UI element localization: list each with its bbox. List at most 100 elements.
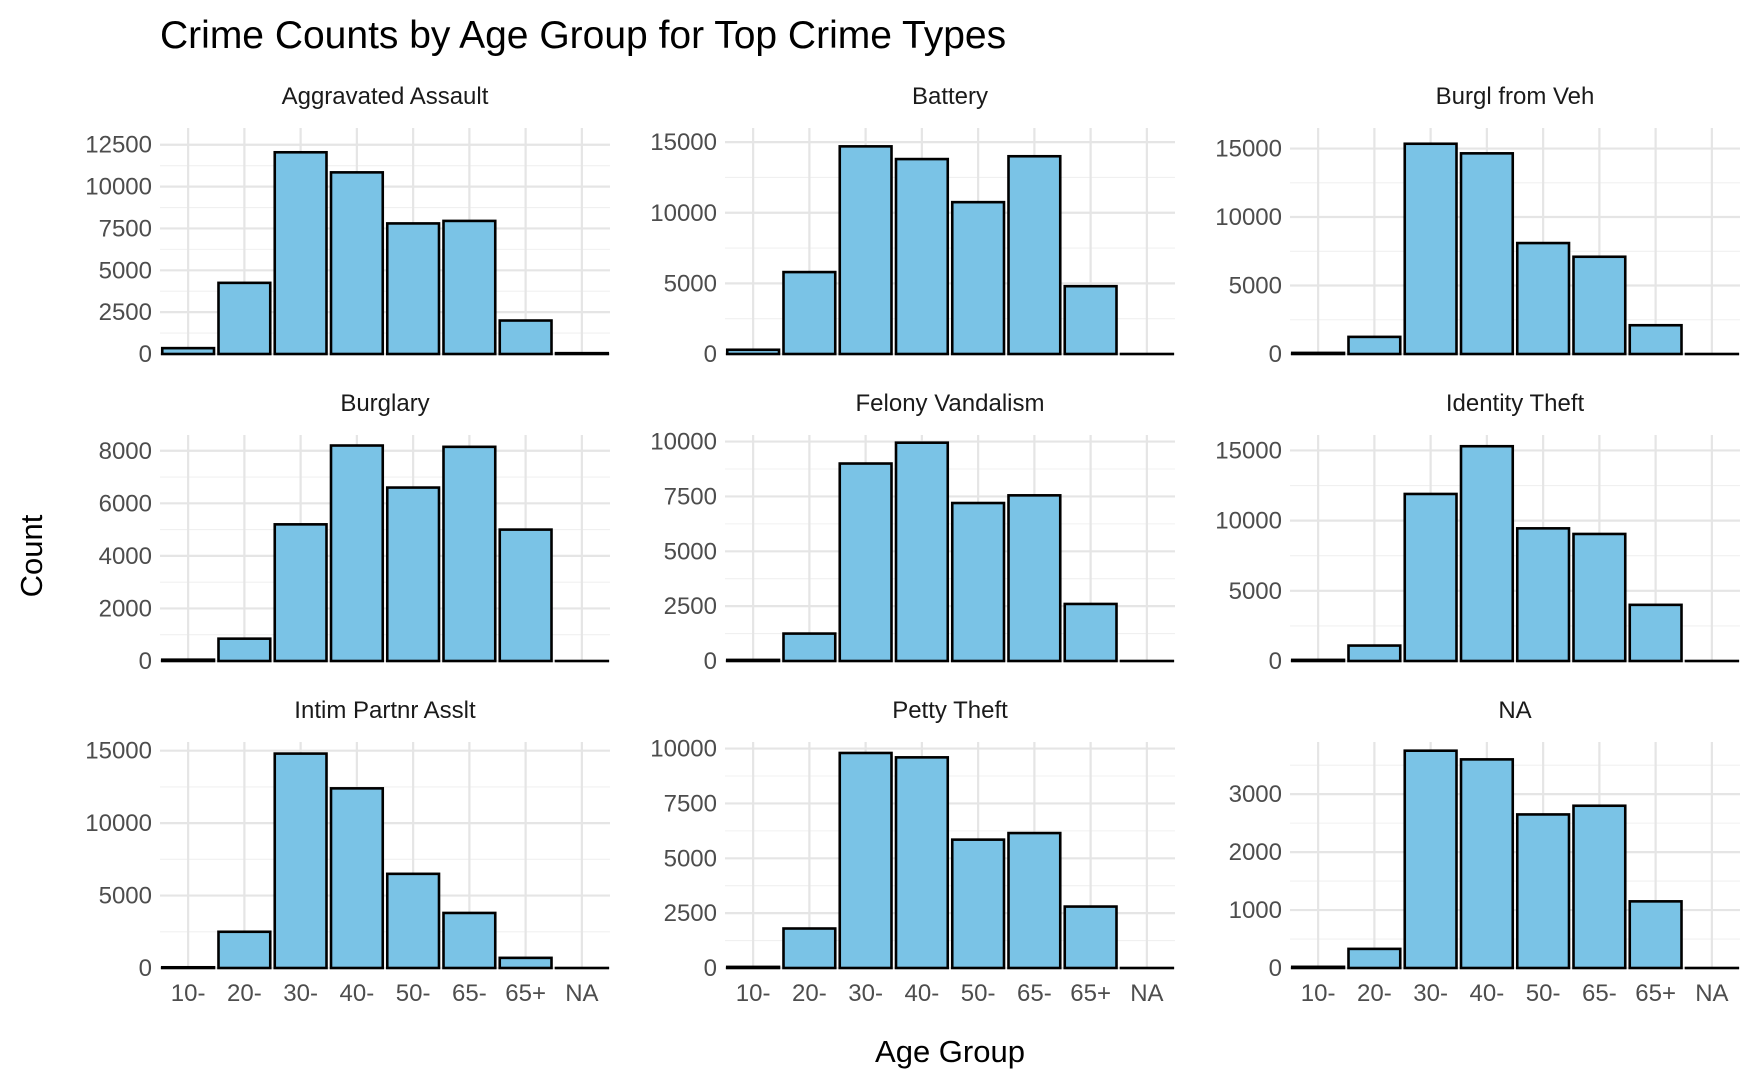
bar <box>1349 949 1401 968</box>
y-tick-label: 0 <box>704 341 717 368</box>
x-tick-label: 65- <box>1017 980 1052 1007</box>
facet-label: Burgl from Veh <box>1436 83 1595 110</box>
bar <box>1517 243 1569 354</box>
bar <box>444 913 496 968</box>
y-tick-label: 1000 <box>1229 897 1282 924</box>
x-tick-label: 50- <box>961 980 996 1007</box>
y-tick-label: 0 <box>139 955 152 982</box>
bar <box>162 348 214 354</box>
x-tick-label: 10- <box>171 980 206 1007</box>
y-tick-label: 2000 <box>99 595 152 622</box>
x-tick-label: 30- <box>1413 980 1448 1007</box>
y-tick-label: 15000 <box>1215 136 1282 163</box>
x-tick-label: 40- <box>905 980 940 1007</box>
facet-label: Burglary <box>340 390 429 417</box>
bar <box>275 524 327 661</box>
bar <box>500 530 552 661</box>
facet-label: NA <box>1498 697 1531 724</box>
bar <box>1349 337 1401 354</box>
bar <box>1461 446 1513 661</box>
y-tick-label: 0 <box>704 648 717 675</box>
x-tick-label: 20- <box>1357 980 1392 1007</box>
y-tick-label: 15000 <box>85 738 152 765</box>
bar <box>331 788 383 968</box>
bar <box>500 321 552 354</box>
x-tick-label: NA <box>565 980 598 1007</box>
facet-label: Battery <box>912 83 988 110</box>
bar <box>1292 967 1344 968</box>
bar <box>1065 286 1117 354</box>
y-tick-label: 10000 <box>650 429 717 456</box>
facet-label: Intim Partnr Asslt <box>294 697 476 724</box>
bar <box>784 634 836 661</box>
x-axis-title: Age Group <box>875 1034 1025 1069</box>
bar <box>1461 153 1513 354</box>
bar <box>952 840 1004 968</box>
y-tick-label: 5000 <box>664 845 717 872</box>
bar <box>784 272 836 354</box>
bar <box>1574 806 1626 968</box>
y-tick-label: 6000 <box>99 490 152 517</box>
facet-label: Aggravated Assault <box>282 83 489 110</box>
x-tick-label: 20- <box>792 980 827 1007</box>
y-tick-label: 15000 <box>650 129 717 156</box>
bar <box>784 929 836 968</box>
chart-title: Crime Counts by Age Group for Top Crime … <box>160 14 1006 57</box>
x-tick-label: NA <box>1130 980 1163 1007</box>
y-tick-label: 10000 <box>650 200 717 227</box>
bar <box>556 353 608 354</box>
y-tick-label: 5000 <box>1229 273 1282 300</box>
y-tick-label: 2500 <box>664 593 717 620</box>
bar <box>162 967 214 968</box>
bar <box>1630 325 1682 354</box>
bar <box>952 503 1004 661</box>
bar <box>500 958 552 968</box>
bar <box>727 967 779 968</box>
bar <box>1574 534 1626 661</box>
bar <box>952 202 1004 354</box>
bar <box>1065 604 1117 661</box>
bar <box>1292 353 1344 354</box>
bar <box>1630 605 1682 661</box>
bar <box>275 152 327 354</box>
y-axis-title: Count <box>14 514 49 597</box>
bar <box>896 443 948 661</box>
x-tick-label: 50- <box>396 980 431 1007</box>
y-tick-label: 0 <box>1269 341 1282 368</box>
x-tick-label: 65+ <box>505 980 546 1007</box>
bar <box>1009 495 1061 661</box>
bar <box>840 146 892 354</box>
bar <box>1009 833 1061 968</box>
x-tick-label: 40- <box>340 980 375 1007</box>
bar <box>331 172 383 354</box>
x-tick-label: 20- <box>227 980 262 1007</box>
bar <box>387 488 439 661</box>
y-tick-label: 7500 <box>664 790 717 817</box>
bar <box>1405 751 1457 968</box>
y-tick-label: 2000 <box>1229 839 1282 866</box>
facet-label: Felony Vandalism <box>856 390 1045 417</box>
y-tick-label: 5000 <box>99 883 152 910</box>
bar <box>840 753 892 968</box>
bar <box>219 639 271 661</box>
y-tick-label: 10000 <box>650 736 717 763</box>
y-tick-label: 2500 <box>664 900 717 927</box>
bar <box>1349 646 1401 661</box>
bar <box>1065 907 1117 968</box>
bar <box>219 932 271 968</box>
bar <box>1461 759 1513 968</box>
y-tick-label: 0 <box>139 648 152 675</box>
x-tick-label: 65+ <box>1070 980 1111 1007</box>
bar <box>896 159 948 354</box>
bar <box>1405 494 1457 661</box>
bar <box>444 221 496 354</box>
bar <box>896 757 948 968</box>
facet-panel: Intim Partnr Asslt05000100001500010-20-3… <box>85 697 610 1007</box>
y-tick-label: 10000 <box>85 174 152 201</box>
y-tick-label: 7500 <box>99 215 152 242</box>
facet-label: Petty Theft <box>892 697 1008 724</box>
x-tick-label: 50- <box>1526 980 1561 1007</box>
